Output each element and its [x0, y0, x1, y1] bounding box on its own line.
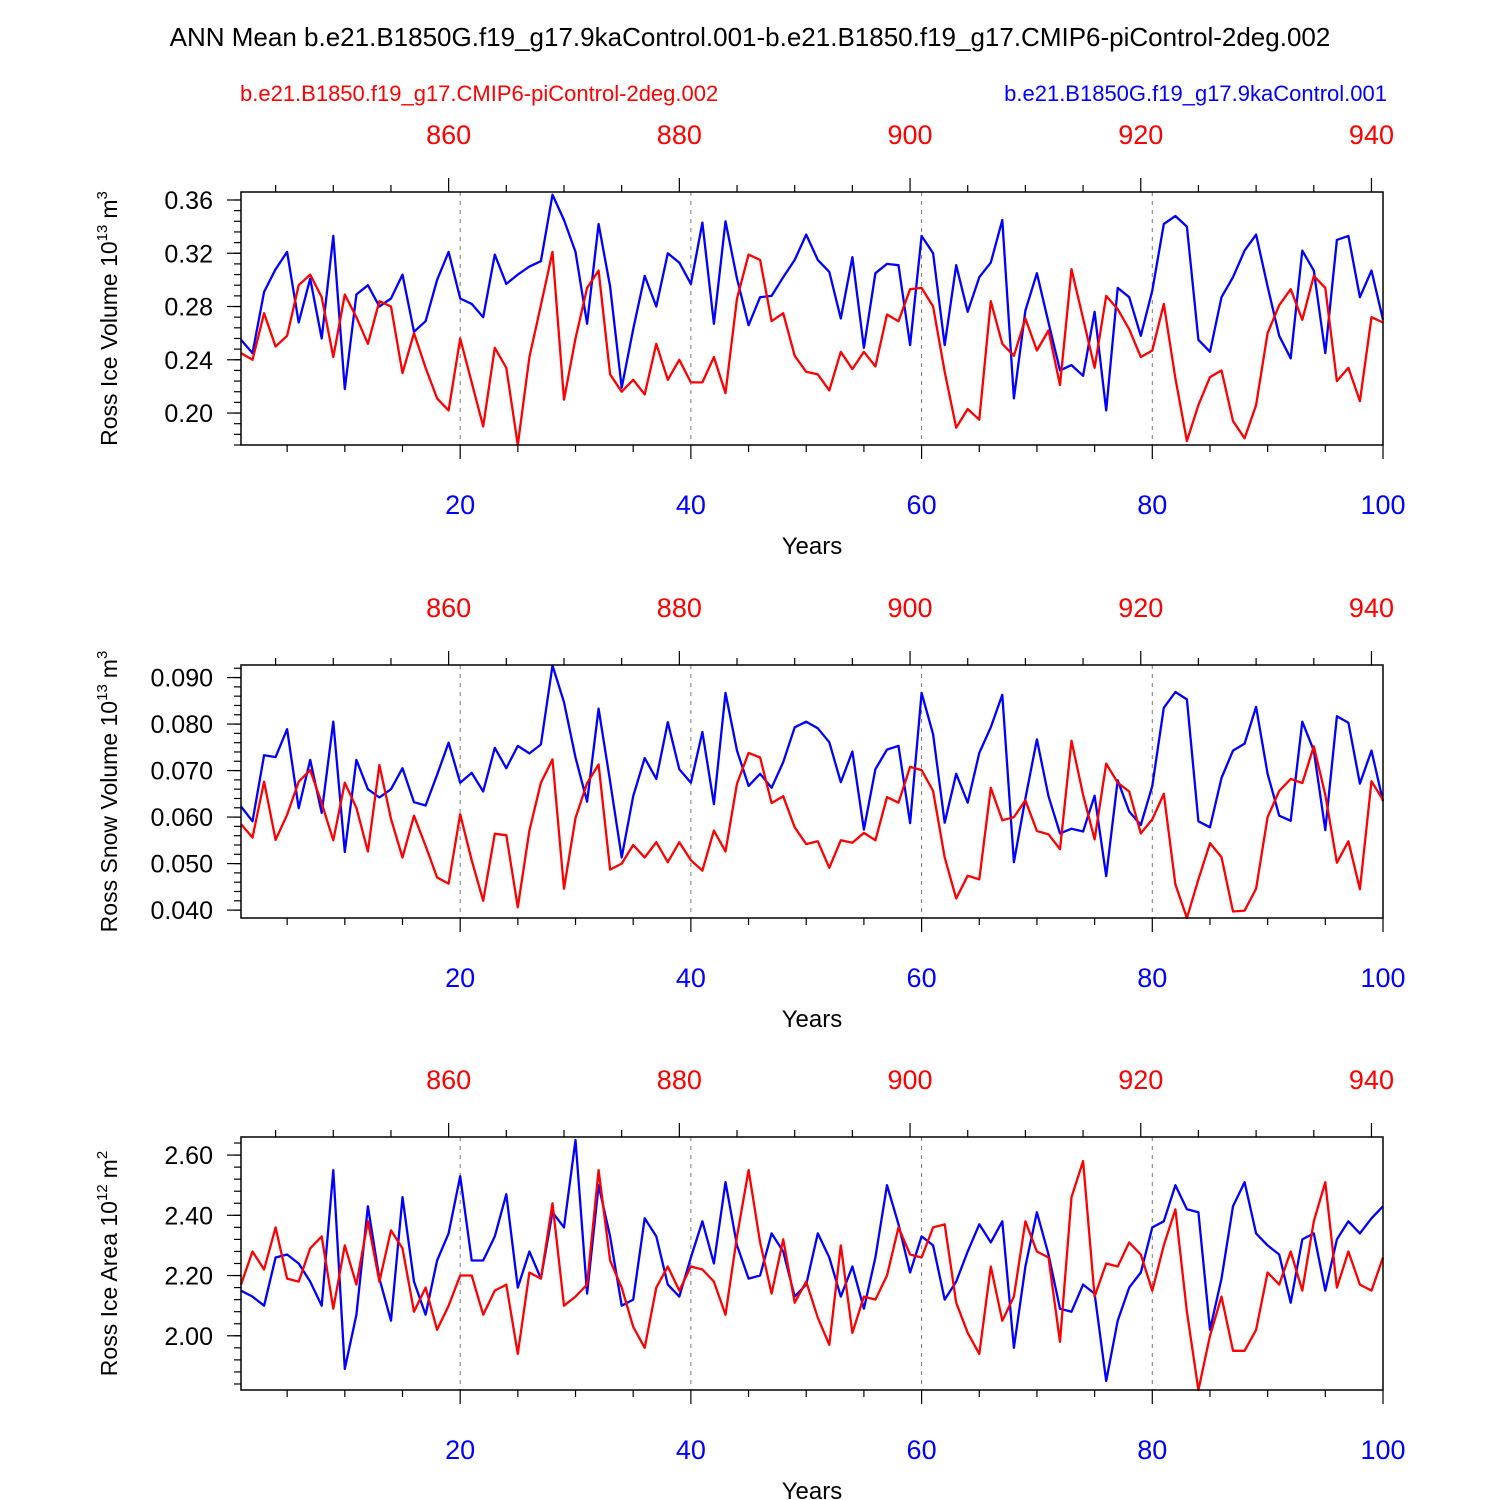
- x-tick-label-top: 920: [1118, 120, 1163, 150]
- y-axis-unit-tail-exp: 3: [94, 651, 111, 659]
- y-tick-label: 0.090: [150, 665, 213, 693]
- x-tick-label-bottom: 60: [907, 490, 937, 520]
- x-tick-label-bottom: 60: [907, 963, 937, 993]
- x-tick-label-top: 880: [657, 1065, 702, 1095]
- x-tick-label-bottom: 100: [1360, 490, 1405, 520]
- y-tick-label: 0.36: [164, 187, 213, 215]
- x-tick-label-bottom: 20: [445, 490, 475, 520]
- x-tick-label-top: 860: [426, 120, 471, 150]
- y-tick-label: 2.00: [164, 1323, 213, 1351]
- legend-blue-label: b.e21.B1850G.f19_g17.9kaControl.001: [1004, 81, 1387, 106]
- x-tick-label-top: 900: [888, 120, 933, 150]
- x-tick-label-top: 940: [1349, 1065, 1394, 1095]
- y-axis-unit-exp: 12: [94, 1184, 111, 1201]
- x-tick-label-bottom: 80: [1137, 490, 1167, 520]
- series-line-red: [240, 739, 1384, 920]
- y-tick-label: 2.40: [164, 1202, 213, 1230]
- panel-ross-ice-volume: 0.20 0.24 0.28 0.32 0.36 20 40 60 80 100 860 880 900…: [94, 120, 1406, 560]
- y-tick-label: 0.32: [164, 240, 213, 268]
- x-tick-label-top: 900: [888, 1065, 933, 1095]
- y-axis-title: Ross Ice Area 1012 m2: [94, 1151, 122, 1376]
- x-tick-label-top: 920: [1118, 593, 1163, 623]
- y-tick-label: 0.20: [164, 400, 213, 428]
- x-tick-label-top: 880: [657, 593, 702, 623]
- x-tick-label-top: 860: [426, 1065, 471, 1095]
- x-tick-label-top: 900: [888, 593, 933, 623]
- x-tick-label-bottom: 60: [907, 1435, 937, 1465]
- y-axis-title: Ross Snow Volume 1013 m3: [94, 651, 122, 933]
- y-axis-unit-tail: m: [96, 1159, 122, 1178]
- y-axis-title-text: Ross Ice Area: [96, 1227, 122, 1377]
- x-tick-label-top: 880: [657, 120, 702, 150]
- y-axis-unit-tail-exp: 2: [94, 1151, 111, 1159]
- y-axis-unit-base: 10: [96, 701, 122, 727]
- y-tick-label: 0.24: [164, 347, 213, 375]
- y-axis-unit-tail-exp: 3: [94, 191, 111, 199]
- y-tick-label: 0.28: [164, 294, 213, 322]
- y-axis-title: Ross Ice Volume 1013 m3: [94, 191, 122, 446]
- series-line-red: [239, 1159, 1385, 1392]
- y-tick-label: 2.60: [164, 1142, 213, 1170]
- plot-frame: [240, 191, 1384, 446]
- x-tick-label-top: 940: [1349, 120, 1394, 150]
- y-tick-label: 0.050: [150, 851, 213, 879]
- y-axis-unit-base: 10: [96, 1201, 122, 1227]
- x-tick-label-bottom: 80: [1137, 963, 1167, 993]
- x-tick-label-bottom: 40: [676, 963, 706, 993]
- y-axis-title-text: Ross Snow Volume: [96, 726, 122, 932]
- x-tick-label-bottom: 40: [676, 1435, 706, 1465]
- series-line-blue: [240, 193, 1385, 412]
- x-tick-label-bottom: 80: [1137, 1435, 1167, 1465]
- y-axis-unit-tail: m: [96, 199, 122, 218]
- x-axis-title: Years: [782, 1006, 843, 1033]
- y-tick-label: 0.060: [150, 804, 213, 832]
- plot-frame: [240, 1136, 1384, 1391]
- legend-red-label: b.e21.B1850.f19_g17.CMIP6-piControl-2deg…: [240, 81, 718, 106]
- x-tick-label-bottom: 100: [1360, 963, 1405, 993]
- panel-ross-ice-area: 2.00 2.20 2.40 2.60 20 40 60 80 100 860 880 900 920 9…: [94, 1065, 1406, 1500]
- series-line-blue: [240, 664, 1385, 878]
- y-tick-label: 2.20: [164, 1263, 213, 1291]
- x-tick-label-bottom: 100: [1360, 1435, 1405, 1465]
- panel-ross-snow-volume: 0.040 0.050 0.060 0.070 0.080 0.090 20 40 60 80 10…: [94, 593, 1406, 1033]
- y-tick-label: 0.040: [150, 897, 213, 925]
- y-axis-unit-base: 10: [96, 241, 122, 267]
- plot-frame: [240, 664, 1384, 919]
- series-line-red: [240, 250, 1384, 447]
- x-axis-title: Years: [782, 533, 843, 560]
- x-tick-label-bottom: 20: [445, 963, 475, 993]
- y-axis-unit-exp: 13: [94, 684, 111, 701]
- x-tick-label-top: 920: [1118, 1065, 1163, 1095]
- x-axis-title: Years: [782, 1478, 843, 1500]
- y-axis-unit-tail: m: [96, 659, 122, 678]
- figure-title: ANN Mean b.e21.B1850G.f19_g17.9kaControl…: [170, 22, 1331, 52]
- y-axis-unit-exp: 13: [94, 225, 111, 242]
- y-tick-label: 0.070: [150, 758, 213, 786]
- x-tick-label-top: 860: [426, 593, 471, 623]
- series-line-blue: [240, 1138, 1384, 1383]
- x-tick-label-bottom: 20: [445, 1435, 475, 1465]
- x-tick-label-top: 940: [1349, 593, 1394, 623]
- y-axis-title-text: Ross Ice Volume: [96, 267, 122, 446]
- x-tick-label-bottom: 40: [676, 490, 706, 520]
- y-tick-label: 0.080: [150, 711, 213, 739]
